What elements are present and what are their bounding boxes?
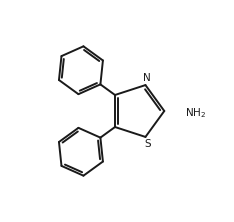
Text: NH$_2$: NH$_2$ bbox=[185, 106, 206, 120]
Text: N: N bbox=[143, 73, 151, 83]
Text: S: S bbox=[144, 139, 151, 149]
